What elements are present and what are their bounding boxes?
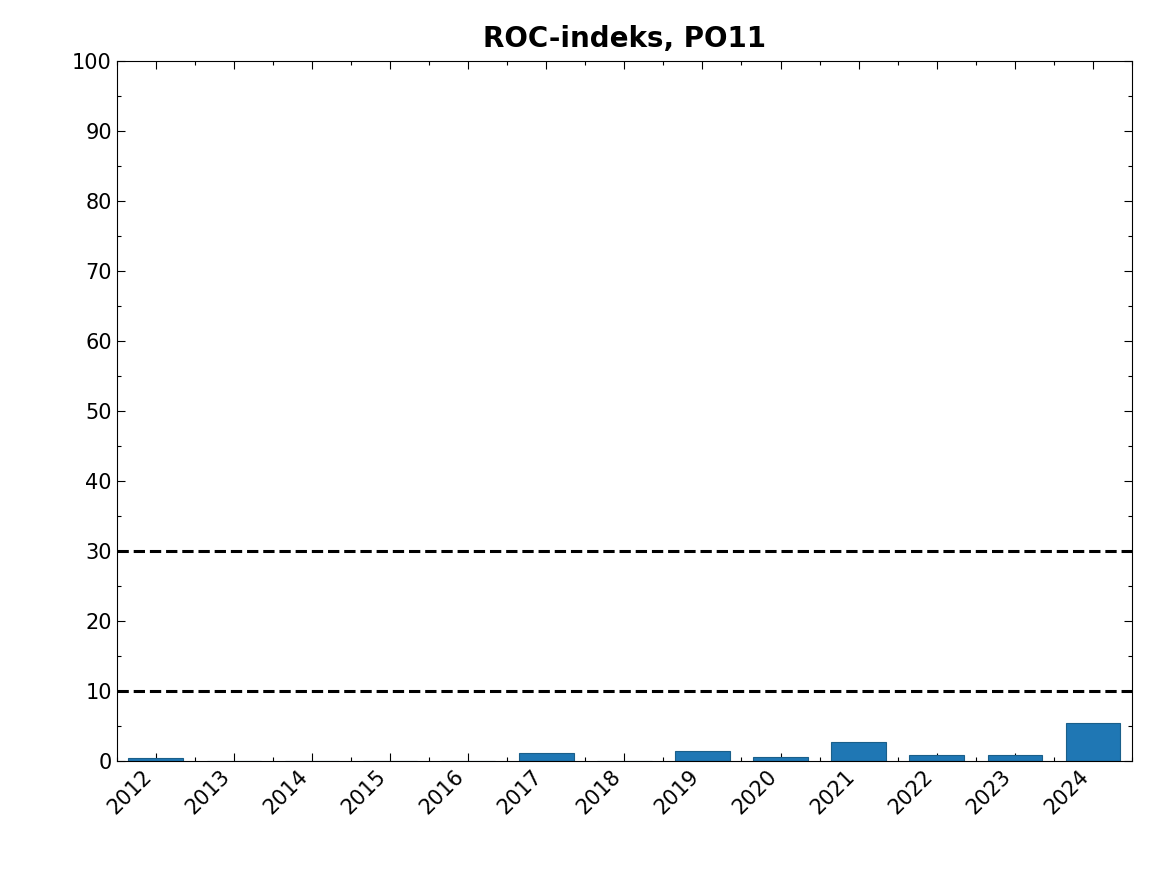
Bar: [909, 755, 964, 761]
Bar: [128, 758, 183, 761]
Bar: [753, 757, 808, 761]
Bar: [519, 752, 574, 761]
Bar: [831, 742, 886, 761]
Bar: [1065, 723, 1120, 761]
Bar: [675, 751, 729, 761]
Bar: [987, 755, 1042, 761]
Title: ROC-indeks, PO11: ROC-indeks, PO11: [483, 25, 766, 53]
